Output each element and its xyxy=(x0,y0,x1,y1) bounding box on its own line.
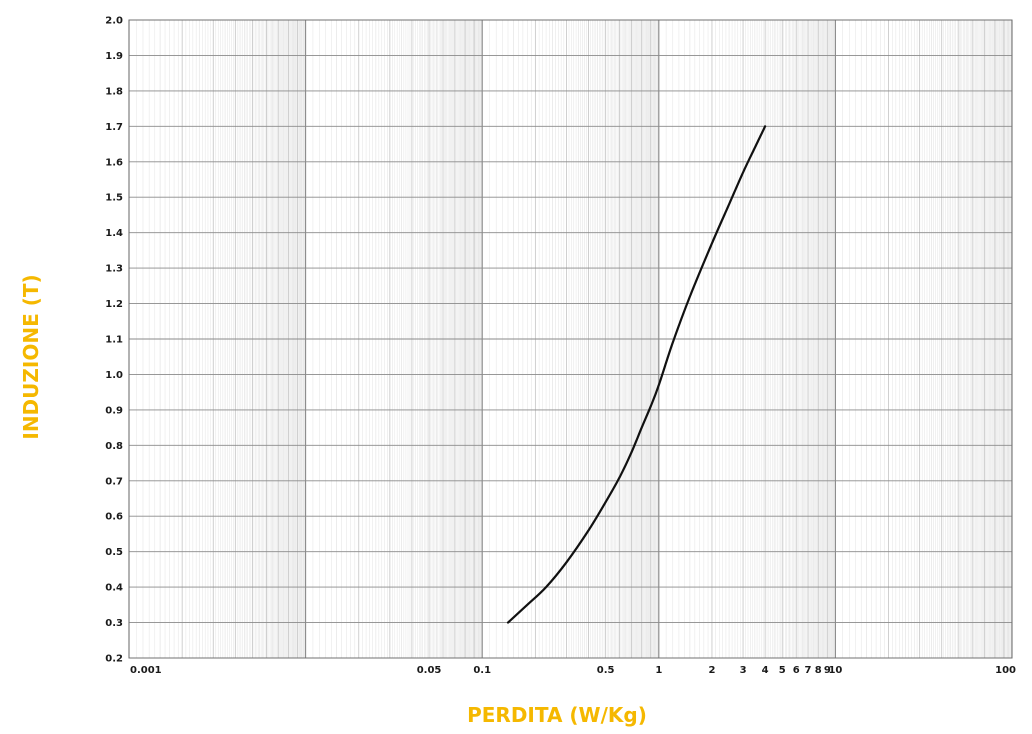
x-tick-label: 2 xyxy=(708,665,715,676)
series-line-0 xyxy=(506,125,767,624)
y-tick-label: 0.8 xyxy=(105,441,123,452)
y-tick-label: 1.0 xyxy=(105,370,123,381)
x-tick-label: 1 xyxy=(655,665,662,676)
y-tick-label: 0.9 xyxy=(105,405,123,416)
y-tick-label: 1.8 xyxy=(105,86,123,97)
x-axis-title: PERDITA (W/Kg) xyxy=(467,703,647,727)
y-tick-labels: 0.2 0.3 0.4 0.5 0.6 0.7 0.8 0.9 1.0 1.1 1.2 1.3 1.4 1… xyxy=(105,16,123,665)
x-tick-label: 4 xyxy=(762,665,769,676)
x-tick-label: 0.5 xyxy=(597,665,615,676)
y-tick-label: 0.5 xyxy=(105,547,123,558)
y-tick-label: 1.4 xyxy=(105,228,123,239)
y-tick-label: 1.1 xyxy=(105,335,123,346)
series-layer xyxy=(506,125,767,624)
x-tick-label: 9 xyxy=(824,665,831,676)
x-tick-label: 10 xyxy=(828,665,842,676)
y-tick-label: 0.2 xyxy=(105,654,123,665)
x-tick-label: 0.05 xyxy=(417,665,442,676)
y-tick-label: 1.3 xyxy=(105,264,123,275)
x-tick-label: 8 xyxy=(815,665,822,676)
x-tick-label: 0.1 xyxy=(473,665,491,676)
y-tick-label: 0.7 xyxy=(105,476,123,487)
x-tick-label: 5 xyxy=(779,665,786,676)
x-tick-label: 100 xyxy=(995,665,1016,676)
y-axis-title: INDUZIONE (T) xyxy=(19,274,43,439)
x-tick-label: 3 xyxy=(740,665,747,676)
y-tick-label: 1.9 xyxy=(105,51,123,62)
x-tick-label: 0.001 xyxy=(130,665,162,676)
plot-frame xyxy=(128,19,1013,659)
y-tick-label: 0.3 xyxy=(105,618,123,629)
x-tick-label: 6 xyxy=(793,665,800,676)
y-tick-label: 0.4 xyxy=(105,583,123,594)
y-tick-label: 0.6 xyxy=(105,512,123,523)
y-tick-label: 1.6 xyxy=(105,157,123,168)
y-tick-label: 2.0 xyxy=(105,16,123,27)
y-tick-label: 1.2 xyxy=(105,299,123,310)
x-tick-labels: 0.001 0.05 0.1 0.5 1 2 3 4 5 6 7 8 910 100 xyxy=(130,665,1016,676)
y-tick-label: 1.7 xyxy=(105,122,123,133)
y-tick-label: 1.5 xyxy=(105,193,123,204)
x-tick-label: 7 xyxy=(805,665,812,676)
